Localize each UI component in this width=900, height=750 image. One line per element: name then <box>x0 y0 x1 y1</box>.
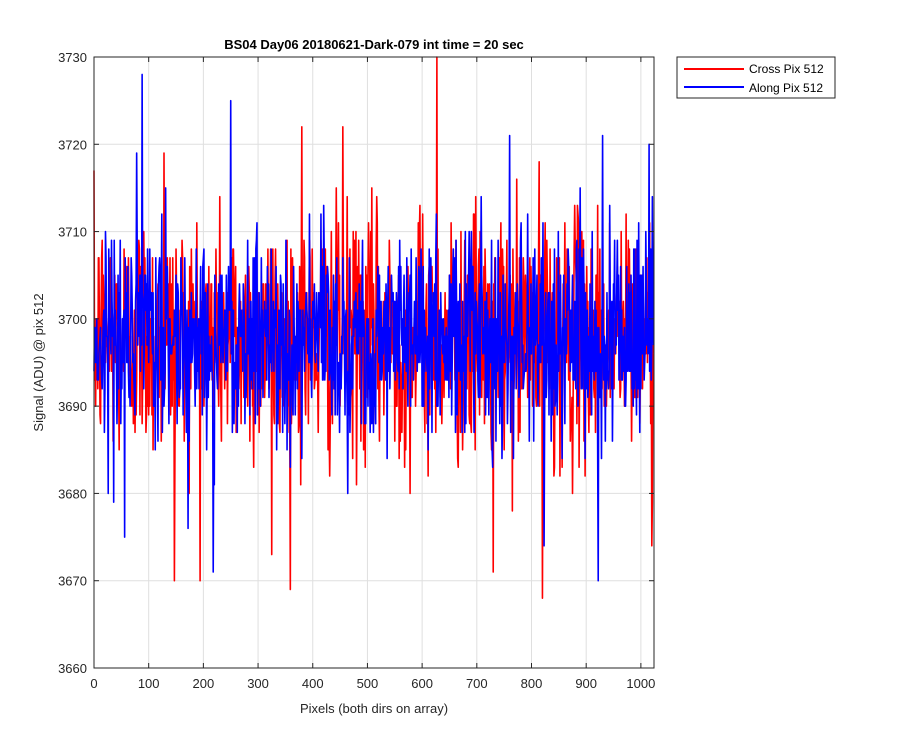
x-tick-label: 0 <box>90 676 97 691</box>
x-tick-label: 200 <box>193 676 215 691</box>
x-tick-label: 900 <box>575 676 597 691</box>
x-axis-label: Pixels (both dirs on array) <box>300 701 448 716</box>
legend: Cross Pix 512 Along Pix 512 <box>676 56 836 99</box>
axis-ticks: 0 100 200 300 400 500 600 700 800 900 1000 3660 3670… <box>58 50 655 691</box>
chart-title: BS04 Day06 20180621-Dark-079 int time = … <box>224 37 524 52</box>
plot-frame <box>93 56 655 669</box>
y-axis-label: Signal (ADU) @ pix 512 <box>31 293 46 431</box>
x-tick-label: 800 <box>521 676 543 691</box>
x-tick-label: 400 <box>302 676 324 691</box>
y-tick-label: 3670 <box>58 574 87 589</box>
y-tick-label: 3690 <box>58 399 87 414</box>
legend-label-along-pix: Along Pix 512 <box>749 81 823 95</box>
y-tick-label: 3710 <box>58 225 87 240</box>
legend-label-cross-pix: Cross Pix 512 <box>749 62 824 76</box>
series-line-along-pix-512 <box>93 73 655 582</box>
y-tick-label: 3700 <box>58 312 87 327</box>
x-tick-label: 100 <box>138 676 160 691</box>
x-tick-label: 300 <box>247 676 269 691</box>
legend-box <box>676 56 836 99</box>
y-tick-label: 3730 <box>58 50 87 65</box>
y-tick-label: 3680 <box>58 486 87 501</box>
series-lines <box>93 56 655 599</box>
y-tick-label: 3660 <box>58 661 87 676</box>
x-tick-label: 500 <box>357 676 379 691</box>
x-tick-label: 1000 <box>626 676 655 691</box>
x-tick-label: 700 <box>466 676 488 691</box>
y-tick-label: 3720 <box>58 137 87 152</box>
x-tick-label: 600 <box>411 676 433 691</box>
